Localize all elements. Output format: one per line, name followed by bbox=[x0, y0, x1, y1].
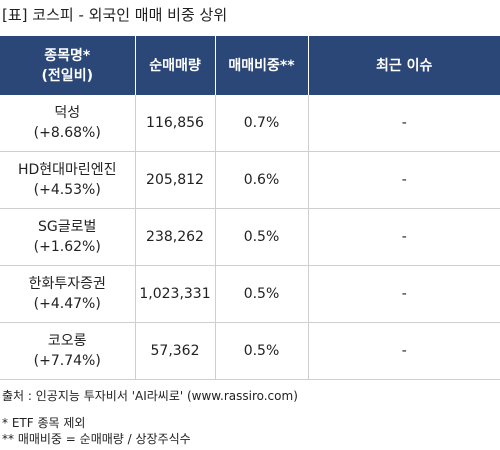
column-header-volume: 순매매량 bbox=[135, 36, 216, 95]
recent-issue-cell: - bbox=[308, 322, 500, 380]
stock-name-cell: HD현대마린엔진 (+4.53%) bbox=[0, 151, 136, 209]
stock-name: 코오롱 bbox=[47, 333, 87, 349]
foreign-trading-table: 종목명* (전일비) 순매매량 매매비중** 최근 이슈 덕성 (+8.68%)… bbox=[0, 36, 500, 380]
net-volume-cell: 238,262 bbox=[135, 208, 216, 266]
column-header-name: 종목명* (전일비) bbox=[0, 36, 136, 95]
recent-issue-cell: - bbox=[308, 95, 500, 152]
trade-ratio-cell: 0.5% bbox=[215, 265, 309, 323]
column-header-ratio: 매매비중** bbox=[215, 36, 309, 95]
stock-change: (+1.62%) bbox=[33, 239, 101, 255]
stock-change: (+8.68%) bbox=[33, 125, 101, 141]
net-volume-cell: 205,812 bbox=[135, 151, 216, 209]
net-volume-cell: 57,362 bbox=[135, 322, 216, 380]
stock-name: 한화투자증권 bbox=[28, 276, 106, 292]
stock-name: SG글로벌 bbox=[38, 219, 97, 235]
table-row: HD현대마린엔진 (+4.53%) 205,812 0.6% - bbox=[0, 151, 500, 209]
table-row: 덕성 (+8.68%) 116,856 0.7% - bbox=[0, 95, 500, 152]
stock-name-cell: 한화투자증권 (+4.47%) bbox=[0, 265, 136, 323]
table-row: 한화투자증권 (+4.47%) 1,023,331 0.5% - bbox=[0, 265, 500, 323]
table-row: 코오롱 (+7.74%) 57,362 0.5% - bbox=[0, 322, 500, 380]
stock-name-cell: 덕성 (+8.68%) bbox=[0, 95, 136, 152]
source-note: 출처 : 인공지능 투자비서 'AI라씨로' (www.rassiro.com) bbox=[2, 389, 298, 403]
page-title: [표] 코스피 - 외국인 매매 비중 상위 bbox=[2, 6, 228, 24]
recent-issue-cell: - bbox=[308, 208, 500, 266]
net-volume-cell: 116,856 bbox=[135, 95, 216, 152]
trade-ratio-cell: 0.6% bbox=[215, 151, 309, 209]
stock-name: 덕성 bbox=[54, 105, 81, 121]
trade-ratio-cell: 0.5% bbox=[215, 208, 309, 266]
stock-name-cell: SG글로벌 (+1.62%) bbox=[0, 208, 136, 266]
stock-change: (+4.47%) bbox=[33, 296, 101, 312]
trade-ratio-cell: 0.7% bbox=[215, 95, 309, 152]
footnote-ratio: ** 매매비중 = 순매매량 / 상장주식수 bbox=[2, 432, 191, 446]
trade-ratio-cell: 0.5% bbox=[215, 322, 309, 380]
table-header-row: 종목명* (전일비) 순매매량 매매비중** 최근 이슈 bbox=[0, 36, 500, 95]
net-volume-cell: 1,023,331 bbox=[135, 265, 216, 323]
stock-name: HD현대마린엔진 bbox=[17, 162, 117, 178]
column-header-name-line1: 종목명* bbox=[44, 47, 91, 64]
column-header-name-line2: (전일비) bbox=[41, 67, 93, 84]
footnote-etf: * ETF 종목 제외 bbox=[2, 416, 86, 430]
recent-issue-cell: - bbox=[308, 265, 500, 323]
stock-change: (+4.53%) bbox=[33, 182, 101, 198]
stock-change: (+7.74%) bbox=[33, 353, 101, 369]
stock-name-cell: 코오롱 (+7.74%) bbox=[0, 322, 136, 380]
column-header-issue: 최근 이슈 bbox=[308, 36, 500, 95]
table-row: SG글로벌 (+1.62%) 238,262 0.5% - bbox=[0, 208, 500, 266]
recent-issue-cell: - bbox=[308, 151, 500, 209]
